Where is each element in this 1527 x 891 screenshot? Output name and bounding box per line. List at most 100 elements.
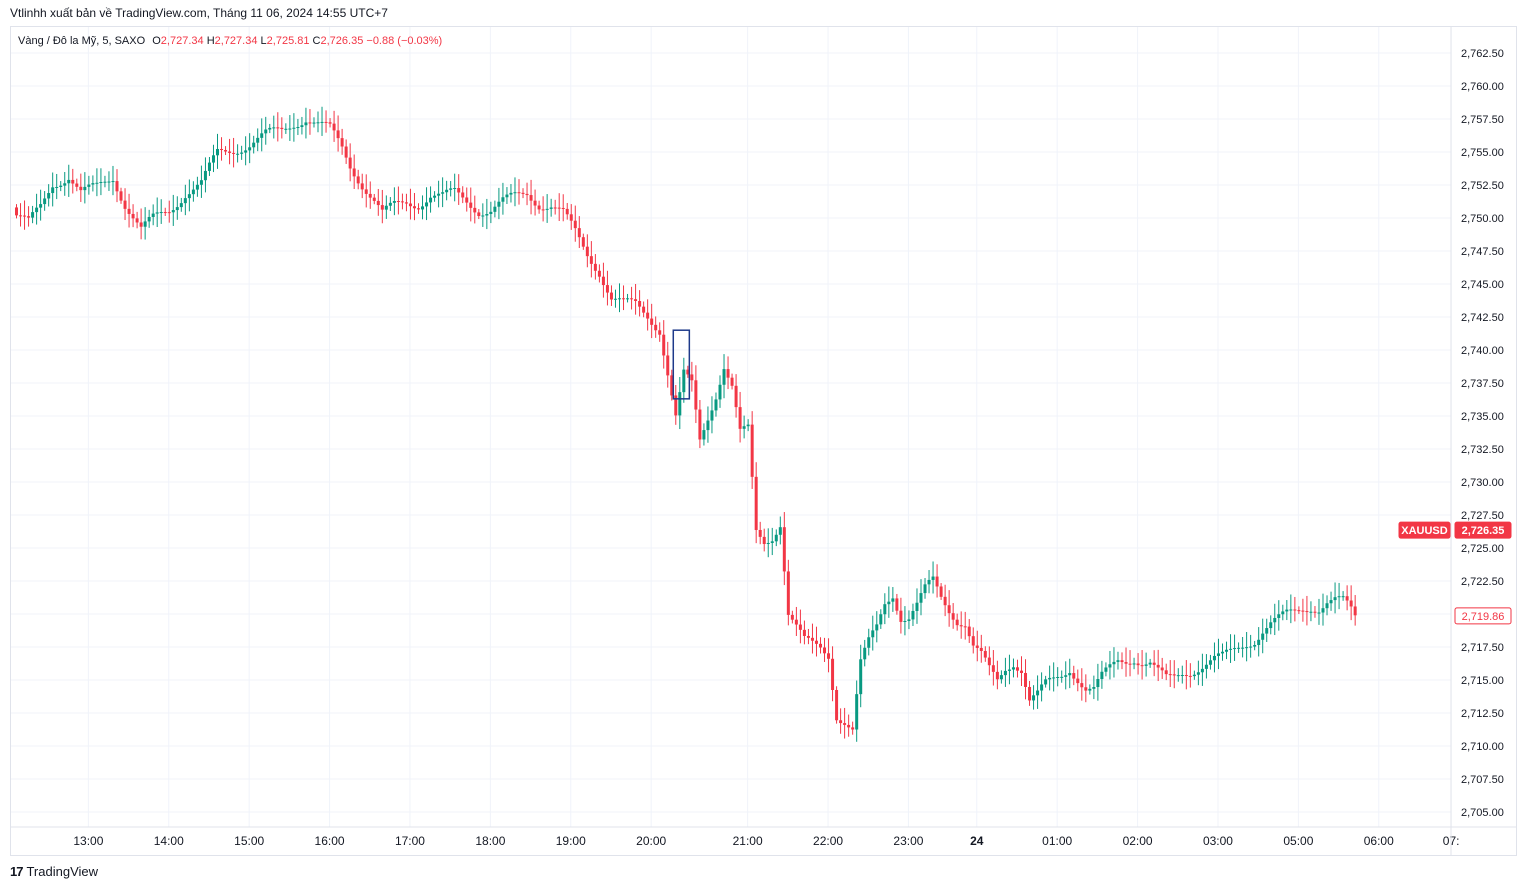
candle-body [991, 665, 995, 672]
candle-body [441, 192, 445, 194]
candle-body [1140, 665, 1144, 667]
candle-body [638, 301, 642, 307]
candle-body [1040, 684, 1044, 691]
candle-body [1208, 660, 1212, 665]
candle-body [485, 214, 489, 216]
candle-body [473, 207, 477, 213]
candle-body [545, 208, 549, 210]
candle-body [123, 200, 127, 209]
candle-body [248, 147, 252, 151]
candle-body [577, 228, 581, 238]
candle-body [690, 374, 694, 381]
candle-body [790, 614, 794, 620]
y-tick-label: 2,705.00 [1461, 807, 1504, 819]
candle-body [228, 151, 232, 153]
candle-body [557, 207, 561, 209]
candle-body [99, 181, 103, 183]
candle-body [754, 476, 758, 530]
candle-body [1088, 688, 1092, 691]
candle-body [734, 385, 738, 408]
candle-body [352, 168, 356, 177]
candle-body [1068, 673, 1072, 676]
publish-info: Vtlinhh xuất bản về TradingView.com, Thá… [10, 6, 388, 20]
candle-body [457, 188, 461, 193]
highlight-box [672, 329, 691, 400]
candle-body [923, 584, 927, 594]
candle-body [1200, 668, 1204, 673]
candle-body [1056, 676, 1060, 678]
candle-body [589, 256, 593, 264]
candle-body [1317, 612, 1321, 614]
candle-body [569, 214, 573, 221]
candle-body [127, 208, 131, 214]
candle-body [1281, 611, 1285, 615]
candle-body [103, 181, 107, 183]
x-tick-label: 21:00 [733, 834, 763, 848]
candle-body [1353, 606, 1357, 616]
candle-body [593, 263, 597, 271]
x-tick-label: 17:00 [395, 834, 425, 848]
y-tick-label: 2,732.50 [1461, 444, 1504, 456]
candle-body [79, 186, 83, 191]
candle-body [429, 197, 433, 203]
x-tick-label: 19:00 [556, 834, 586, 848]
candle-body [517, 192, 521, 194]
candle-body [565, 208, 569, 215]
candle-body [1116, 660, 1120, 662]
candle-body [1036, 690, 1040, 696]
candle-body [650, 318, 654, 325]
candle-body [356, 176, 360, 184]
y-tick-label: 2,712.50 [1461, 708, 1504, 720]
candle-body [585, 246, 589, 257]
x-tick-label: 18:00 [475, 834, 505, 848]
candle-body [955, 619, 959, 626]
candle-body [1048, 677, 1052, 680]
candle-body [376, 200, 380, 206]
y-tick-label: 2,747.50 [1461, 246, 1504, 258]
candle-body [609, 292, 613, 300]
y-tick-label: 2,757.50 [1461, 114, 1504, 126]
candle-body [63, 183, 67, 186]
candle-body [634, 299, 638, 302]
candle-body [975, 645, 979, 648]
candle-body [931, 576, 935, 580]
candle-body [855, 694, 859, 730]
candle-body [280, 127, 284, 129]
candle-body [232, 152, 236, 154]
candle-body [919, 593, 923, 603]
candle-body [1148, 662, 1152, 665]
candle-body [392, 201, 396, 203]
candle-body [35, 207, 39, 213]
candle-body [1249, 646, 1253, 648]
candle-body [1084, 687, 1088, 691]
candle-body [207, 162, 211, 171]
candle-body [95, 182, 99, 184]
candle-body [883, 604, 887, 615]
candle-body [308, 122, 312, 124]
candle-body [477, 212, 481, 217]
candle-body [244, 150, 248, 153]
candle-body [1032, 695, 1036, 701]
candle-body [1305, 611, 1309, 613]
candle-body [963, 626, 967, 628]
candle-body [1245, 647, 1249, 649]
candle-body [718, 384, 722, 400]
y-tick-label: 2,755.00 [1461, 147, 1504, 159]
candle-body [903, 620, 907, 622]
open-value: 2,727.34 [160, 35, 204, 47]
candle-body [951, 613, 955, 620]
candle-body [31, 212, 35, 218]
symbol-name[interactable]: Vàng / Đô la Mỹ, 5, SAXO [18, 35, 146, 47]
candle-body [738, 407, 742, 429]
candle-body [1156, 664, 1160, 668]
candle-body [601, 276, 605, 286]
candle-body [364, 189, 368, 194]
y-tick-label: 2,730.00 [1461, 477, 1504, 489]
candle-body [899, 610, 903, 622]
chart-frame[interactable] [10, 26, 1517, 856]
candle-body [983, 650, 987, 658]
candle-body [135, 218, 139, 223]
symbol-legend: Vàng / Đô la Mỹ, 5, SAXO O2,727.34 H2,72… [18, 35, 442, 47]
candle-body [509, 192, 513, 195]
